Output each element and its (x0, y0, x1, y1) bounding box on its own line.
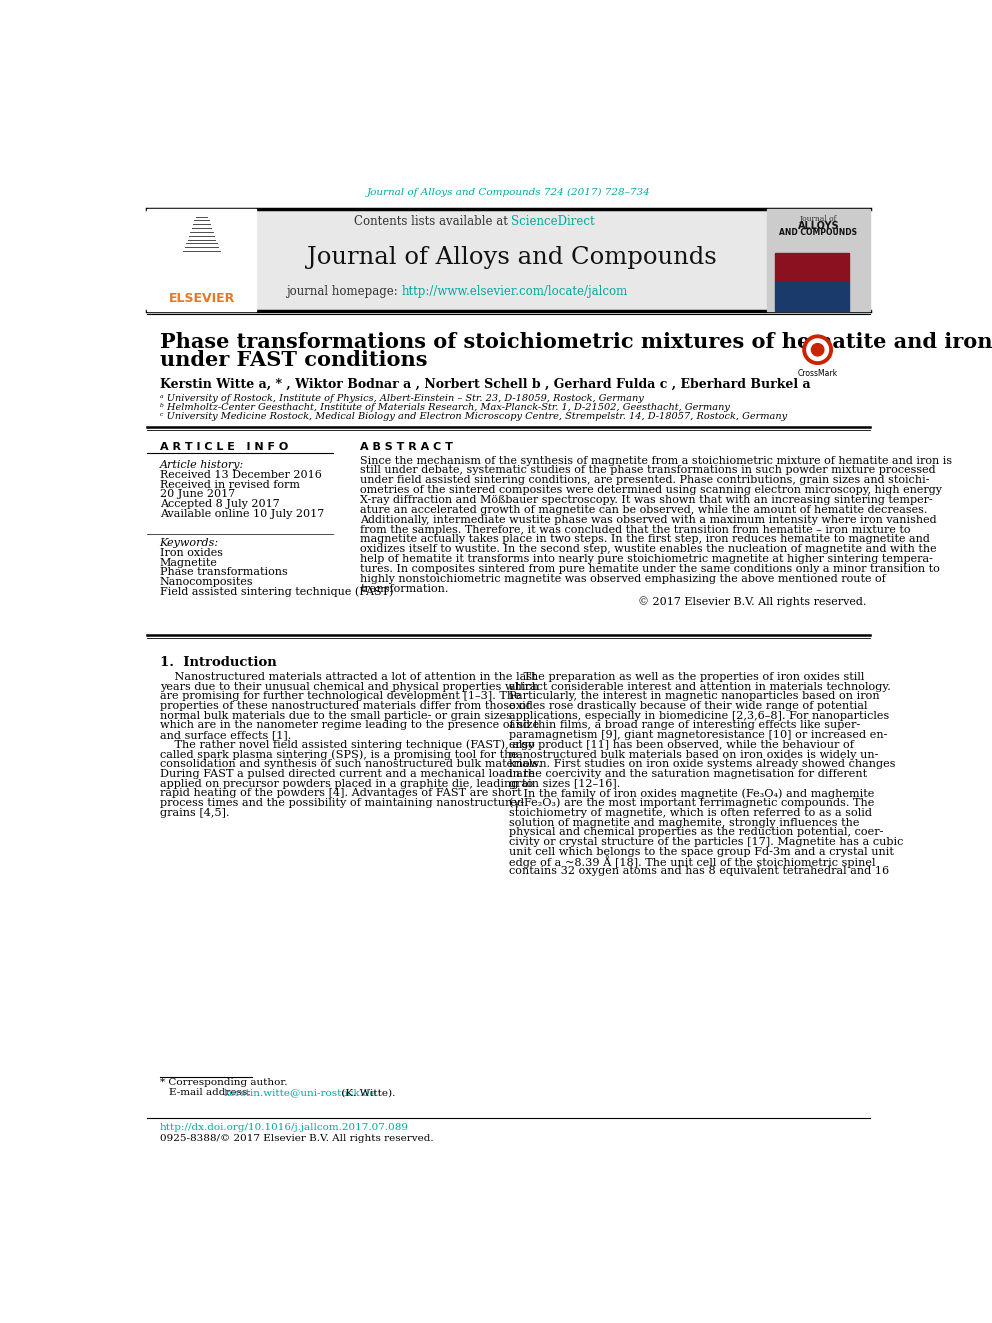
Circle shape (803, 335, 832, 364)
Text: paramagnetism [9], giant magnetoresistance [10] or increased en-: paramagnetism [9], giant magnetoresistan… (509, 730, 888, 740)
Text: CrossMark: CrossMark (798, 369, 837, 378)
Text: rapid heating of the powders [4]. Advantages of FAST are short: rapid heating of the powders [4]. Advant… (160, 789, 521, 798)
Text: Iron oxides: Iron oxides (160, 548, 222, 558)
Text: Additionally, intermediate wustite phase was observed with a maximum intensity w: Additionally, intermediate wustite phase… (360, 515, 937, 525)
Text: Accepted 8 July 2017: Accepted 8 July 2017 (160, 499, 280, 509)
Text: ᵇ Helmholtz-Center Geesthacht, Institute of Materials Research, Max-Planck-Str. : ᵇ Helmholtz-Center Geesthacht, Institute… (160, 404, 729, 411)
Text: highly nonstoichiometric magnetite was observed emphasizing the above mentioned : highly nonstoichiometric magnetite was o… (360, 574, 886, 583)
Text: © 2017 Elsevier B.V. All rights reserved.: © 2017 Elsevier B.V. All rights reserved… (638, 597, 866, 607)
Text: (γ-Fe₂O₃) are the most important ferrimagnetic compounds. The: (γ-Fe₂O₃) are the most important ferrima… (509, 798, 875, 808)
Bar (256, 209, 767, 311)
Text: in the coercivity and the saturation magnetisation for different: in the coercivity and the saturation mag… (509, 769, 867, 779)
Text: edge of a ~8.39 Å [18]. The unit cell of the stoichiometric spinel: edge of a ~8.39 Å [18]. The unit cell of… (509, 855, 876, 868)
Text: In the family of iron oxides magnetite (Fe₃O₄) and maghemite: In the family of iron oxides magnetite (… (509, 789, 875, 799)
Text: called spark plasma sintering (SPS), is a promising tool for the: called spark plasma sintering (SPS), is … (160, 749, 518, 759)
Text: normal bulk materials due to the small particle- or grain sizes: normal bulk materials due to the small p… (160, 710, 512, 721)
Text: process times and the possibility of maintaining nanostructured: process times and the possibility of mai… (160, 798, 524, 808)
Text: grain sizes [12–16].: grain sizes [12–16]. (509, 779, 620, 789)
Circle shape (811, 344, 823, 356)
Circle shape (806, 339, 828, 360)
Text: Kerstin Witte a, * , Wiktor Bodnar a , Norbert Schell b , Gerhard Fulda c , Eber: Kerstin Witte a, * , Wiktor Bodnar a , N… (160, 378, 810, 390)
Bar (767, 209, 870, 311)
Text: applied on precursor powders placed in a graphite die, leading to: applied on precursor powders placed in a… (160, 779, 533, 789)
Text: ALLOYS: ALLOYS (798, 221, 839, 230)
Text: Keywords:: Keywords: (160, 538, 219, 548)
Text: Nanocomposites: Nanocomposites (160, 577, 253, 587)
Text: 1.  Introduction: 1. Introduction (160, 656, 277, 669)
Text: from the samples. Therefore, it was concluded that the transition from hematite : from the samples. Therefore, it was conc… (360, 525, 911, 534)
Text: 20 June 2017: 20 June 2017 (160, 490, 235, 500)
Text: Particularly, the interest in magnetic nanoparticles based on iron: Particularly, the interest in magnetic n… (509, 692, 880, 701)
Text: ScienceDirect: ScienceDirect (512, 216, 595, 229)
Text: physical and chemical properties as the reduction potential, coer-: physical and chemical properties as the … (509, 827, 884, 837)
Text: solution of magnetite and maghemite, strongly influences the: solution of magnetite and maghemite, str… (509, 818, 860, 827)
Text: grains [4,5].: grains [4,5]. (160, 808, 229, 818)
Text: ELSEVIER: ELSEVIER (169, 292, 235, 306)
Text: Journal of: Journal of (800, 214, 837, 222)
Text: contains 32 oxygen atoms and has 8 equivalent tetrahedral and 16: contains 32 oxygen atoms and has 8 equiv… (509, 867, 889, 876)
Text: ᶜ University Medicine Rostock, Medical Biology and Electron Microscopy Centre, S: ᶜ University Medicine Rostock, Medical B… (160, 413, 787, 421)
Text: Phase transformations of stoichiometric mixtures of hematite and iron: Phase transformations of stoichiometric … (160, 332, 992, 352)
Bar (147, 209, 256, 311)
Text: Journal of Alloys and Compounds 724 (2017) 728–734: Journal of Alloys and Compounds 724 (201… (366, 188, 651, 197)
Text: ergy product [11] has been observed, while the behaviour of: ergy product [11] has been observed, whi… (509, 740, 854, 750)
Text: attract considerable interest and attention in materials technology.: attract considerable interest and attent… (509, 681, 891, 692)
Text: ature an accelerated growth of magnetite can be observed, while the amount of he: ature an accelerated growth of magnetite… (360, 505, 928, 515)
Text: X-ray diffraction and Mößbauer spectroscopy. It was shown that with an increasin: X-ray diffraction and Mößbauer spectrosc… (360, 495, 933, 505)
Text: The preparation as well as the properties of iron oxides still: The preparation as well as the propertie… (509, 672, 865, 681)
Text: magnetite actually takes place in two steps. In the first step, iron reduces hem: magnetite actually takes place in two st… (360, 534, 930, 545)
Text: kerstin.witte@uni-rostock.de: kerstin.witte@uni-rostock.de (223, 1089, 376, 1097)
Text: A R T I C L E   I N F O: A R T I C L E I N F O (160, 442, 288, 451)
Text: Article history:: Article history: (160, 460, 244, 470)
Text: http://dx.doi.org/10.1016/j.jallcom.2017.07.089: http://dx.doi.org/10.1016/j.jallcom.2017… (160, 1123, 409, 1132)
Text: AND COMPOUNDS: AND COMPOUNDS (780, 228, 857, 237)
Text: Received 13 December 2016: Received 13 December 2016 (160, 470, 321, 480)
Text: under FAST conditions: under FAST conditions (160, 351, 428, 370)
Text: years due to their unusual chemical and physical properties which: years due to their unusual chemical and … (160, 681, 539, 692)
Text: consolidation and synthesis of such nanostructured bulk materials.: consolidation and synthesis of such nano… (160, 759, 542, 769)
Bar (775, 253, 848, 282)
Text: civity or crystal structure of the particles [17]. Magnetite has a cubic: civity or crystal structure of the parti… (509, 837, 904, 847)
Text: (K. Witte).: (K. Witte). (338, 1089, 395, 1097)
Text: tures. In composites sintered from pure hematite under the same conditions only : tures. In composites sintered from pure … (360, 564, 940, 574)
Text: 0925-8388/© 2017 Elsevier B.V. All rights reserved.: 0925-8388/© 2017 Elsevier B.V. All right… (160, 1134, 434, 1143)
Text: E-mail address:: E-mail address: (169, 1089, 254, 1097)
Text: properties of these nanostructured materials differ from those of: properties of these nanostructured mater… (160, 701, 530, 710)
Text: The rather novel field assisted sintering technique (FAST), also: The rather novel field assisted sinterin… (160, 740, 535, 750)
Text: http://www.elsevier.com/locate/jalcom: http://www.elsevier.com/locate/jalcom (402, 284, 628, 298)
Text: under field assisted sintering conditions, are presented. Phase contributions, g: under field assisted sintering condition… (360, 475, 930, 486)
Text: * Corresponding author.: * Corresponding author. (160, 1078, 287, 1088)
Text: Phase transformations: Phase transformations (160, 568, 288, 577)
Text: ᵃ University of Rostock, Institute of Physics, Albert-Einstein – Str. 23, D-1805: ᵃ University of Rostock, Institute of Ph… (160, 394, 644, 402)
Text: unit cell which belongs to the space group Fd-3m and a crystal unit: unit cell which belongs to the space gro… (509, 847, 894, 856)
Text: Field assisted sintering technique (FAST): Field assisted sintering technique (FAST… (160, 586, 393, 597)
Text: known. First studies on iron oxide systems already showed changes: known. First studies on iron oxide syste… (509, 759, 896, 769)
Text: which are in the nanometer regime leading to the presence of size: which are in the nanometer regime leadin… (160, 721, 539, 730)
Text: transformation.: transformation. (360, 583, 448, 594)
Text: Magnetite: Magnetite (160, 557, 217, 568)
Text: still under debate, systematic studies of the phase transformations in such powd: still under debate, systematic studies o… (360, 466, 936, 475)
Text: help of hematite it transforms into nearly pure stoichiometric magnetite at high: help of hematite it transforms into near… (360, 554, 933, 564)
Text: Nanostructured materials attracted a lot of attention in the last: Nanostructured materials attracted a lot… (160, 672, 536, 681)
Text: applications, especially in biomedicine [2,3,6–8]. For nanoparticles: applications, especially in biomedicine … (509, 710, 890, 721)
Text: and thin films, a broad range of interesting effects like super-: and thin films, a broad range of interes… (509, 721, 860, 730)
Text: nanostructured bulk materials based on iron oxides is widely un-: nanostructured bulk materials based on i… (509, 750, 879, 759)
Text: During FAST a pulsed directed current and a mechanical load are: During FAST a pulsed directed current an… (160, 769, 535, 779)
Text: and surface effects [1].: and surface effects [1]. (160, 730, 291, 740)
Text: Journal of Alloys and Compounds: Journal of Alloys and Compounds (307, 246, 716, 269)
Text: A B S T R A C T: A B S T R A C T (360, 442, 453, 451)
Text: Since the mechanism of the synthesis of magnetite from a stoichiometric mixture : Since the mechanism of the synthesis of … (360, 455, 952, 466)
Text: Received in revised form: Received in revised form (160, 480, 300, 490)
Text: journal homepage:: journal homepage: (286, 284, 402, 298)
Text: Available online 10 July 2017: Available online 10 July 2017 (160, 509, 324, 519)
Text: oxides rose drastically because of their wide range of potential: oxides rose drastically because of their… (509, 701, 868, 710)
Text: are promising for further technological development [1–3]. The: are promising for further technological … (160, 692, 521, 701)
Bar (775, 282, 848, 311)
Text: ometries of the sintered composites were determined using scanning electron micr: ometries of the sintered composites were… (360, 486, 942, 495)
Text: oxidizes itself to wustite. In the second step, wustite enables the nucleation o: oxidizes itself to wustite. In the secon… (360, 544, 937, 554)
Text: stoichiometry of magnetite, which is often referred to as a solid: stoichiometry of magnetite, which is oft… (509, 808, 872, 818)
Text: Contents lists available at: Contents lists available at (354, 216, 512, 229)
